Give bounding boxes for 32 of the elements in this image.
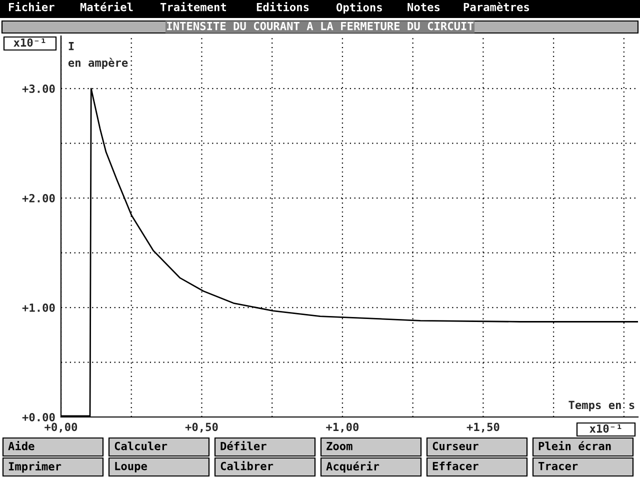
x-tick-label: +0,50 [185, 422, 218, 433]
x-tick-label: +1,50 [466, 422, 500, 433]
text: x10⁻¹ [590, 424, 622, 433]
text: Plein écran [538, 441, 611, 450]
x-axis-title: Temps en s [568, 400, 634, 412]
text: x10⁻¹ [14, 38, 46, 47]
text: Défiler [220, 441, 266, 450]
text: Notes [408, 2, 440, 12]
text: Aide [8, 441, 34, 450]
y-tick-label: +3.00 [22, 84, 55, 93]
text: Options [336, 2, 382, 14]
text: Calibrer [220, 461, 274, 470]
text: Imprimer [8, 461, 62, 473]
text: Tracer [538, 462, 578, 470]
text: Traitement [160, 2, 226, 12]
text: Loupe [115, 462, 147, 472]
text: Effacer [432, 462, 478, 470]
chart-title: INTENSITE DU COURANT A LA FERMETURE DU CIRCUIT [167, 22, 474, 30]
text: Matériel [80, 2, 133, 12]
text: Fichier [8, 2, 54, 12]
text: Editions [256, 2, 309, 12]
y-axis-title: I en ampère [68, 42, 128, 69]
y-tick-label: +1.00 [22, 303, 55, 312]
text: Curseur [432, 442, 478, 450]
y-tick-label: +0.00 [22, 412, 55, 422]
x-tick-label: +1,00 [326, 422, 359, 433]
text: Calculer [114, 442, 168, 450]
text: Zoom [326, 442, 352, 450]
x-tick-label: +0,00 [44, 422, 78, 433]
y-tick-label: +2.00 [22, 194, 55, 202]
text: Paramètres [464, 2, 529, 12]
text: Acquérir [326, 461, 380, 473]
